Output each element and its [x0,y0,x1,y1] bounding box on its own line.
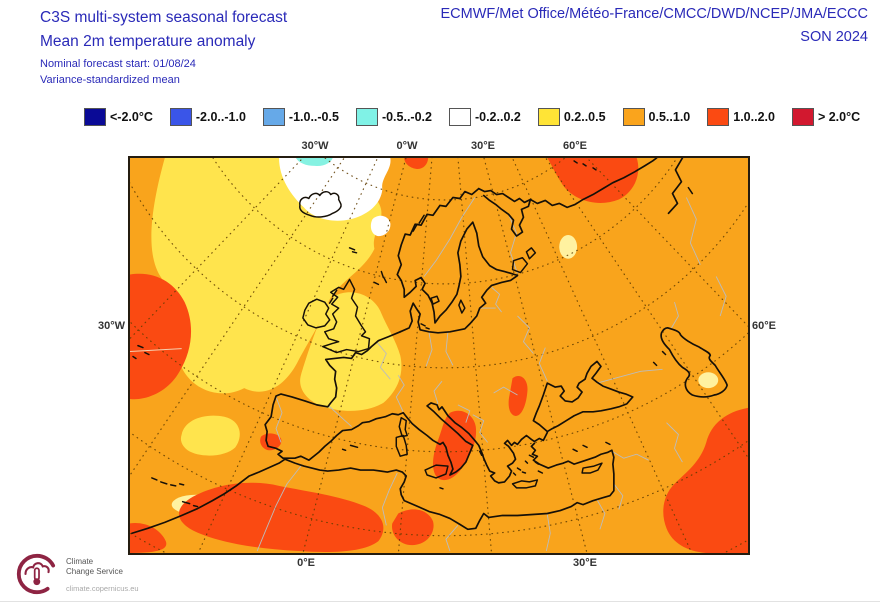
coast-west-europe-mediterranean [264,330,549,484]
legend-item-label: > 2.0°C [817,110,861,124]
axis-label-top-30w: 30°W [301,140,329,152]
axis-label-left-30w: 30°W [98,320,126,332]
coast-sardinia [395,434,408,457]
coast-corsica [398,416,408,438]
legend-swatch [622,108,645,126]
coast-sicily [424,464,449,479]
legend-item-label: -0.5..-0.2 [381,110,432,124]
climate-change-service-icon [16,553,58,595]
season-label: SON 2024 [800,29,868,45]
legend-item-label: -2.0..-1.0 [195,110,246,124]
coast-ireland [302,298,331,329]
small-islands [132,160,694,508]
lake-ladoga [511,256,529,274]
legend-item: -0.2..0.2 [448,108,521,126]
coast-white-sea-kola [477,187,532,237]
legend-item: -1.0..-0.5 [262,108,339,126]
legend-item: 0.5..1.0 [622,108,691,126]
coast-caspian-sea [660,327,728,398]
anomaly-region-red [130,158,748,553]
logo-line1: Climate [66,557,94,566]
legend-swatch [537,108,560,126]
legend-swatch [448,108,471,126]
legend-item-label: -1.0..-0.5 [288,110,339,124]
coast-great-britain [322,278,371,354]
legend-swatch [707,108,730,126]
coast-scandinavia-baltic [396,187,519,334]
axis-label-top-30e: 30°E [471,140,495,152]
legend-item: 1.0..2.0 [707,108,775,126]
coast-turkey-levant-africa [131,442,615,535]
title-line1: C3S multi-system seasonal forecast [40,9,288,26]
legend-item: <-2.0°C [84,108,153,126]
forecast-start: Nominal forecast start: 01/08/24 [40,58,196,71]
axis-label-top-0w: 0°W [396,140,418,152]
anomaly-region-cyan [295,158,333,167]
legend-item-label: 0.5..1.0 [648,110,691,124]
legend-item: -2.0..-1.0 [169,108,246,126]
lake-onega [525,247,537,260]
logo-line2: Change Service [66,567,123,577]
legend-swatch [84,108,106,126]
parallel-artifact-line [129,348,182,353]
page-title: C3S multi-system seasonal forecast Mean … [40,6,287,54]
axis-label-right-60e: 60°E [752,320,776,332]
coast-cyprus [581,462,603,474]
lake-vanern [430,295,440,305]
logo-url: climate.copernicus.eu [66,583,139,593]
legend-item-label: <-2.0°C [110,110,153,124]
legend-item-label: 1.0..2.0 [733,110,775,124]
title-line2: Mean 2m temperature anomaly [40,33,256,51]
axis-label-top-60e: 60°E [563,140,587,152]
logo-text: Climate Change Service climate.copernicu… [66,557,139,593]
coast-black-sea [532,360,634,433]
method-note: Variance-standardized mean [40,73,180,86]
legend-item: -0.5..-0.2 [355,108,432,126]
legend-swatch [355,108,378,126]
legend-item-label: 0.2..0.5 [563,110,606,124]
legend-swatch [262,108,285,126]
legend-item: > 2.0°C [791,108,861,126]
copernicus-logo: Climate Change Service climate.copernicu… [14,551,139,597]
coast-arctic-northeast [529,157,658,209]
header-left: C3S multi-system seasonal forecast Mean … [40,6,287,89]
legend-swatch [169,108,192,126]
coast-iceland [299,190,342,218]
coastlines [131,157,728,535]
country-borders [256,197,727,552]
color-legend: <-2.0°C -2.0..-1.0 -1.0..-0.5 -0.5..-0.2… [84,108,877,126]
centers-list: ECMWF/Met Office/Météo-France/CMCC/DWD/N… [440,6,868,22]
axis-label-bottom-0e: 0°E [297,557,315,569]
legend-swatch [791,108,814,126]
axis-label-bottom-30e: 30°E [573,557,597,569]
bottom-divider [0,601,880,602]
island-gotland [458,299,466,314]
forecast-meta: Nominal forecast start: 01/08/24 Varianc… [40,57,287,89]
legend-item: 0.2..0.5 [537,108,606,126]
header-right: ECMWF/Met Office/Météo-France/CMCC/DWD/N… [440,6,868,45]
coast-crete [511,479,539,489]
coast-novaya-zemlya [667,157,684,215]
islands-and-lakes [132,160,694,508]
legend-item-label: -0.2..0.2 [474,110,521,124]
anomaly-region-white [279,158,391,237]
